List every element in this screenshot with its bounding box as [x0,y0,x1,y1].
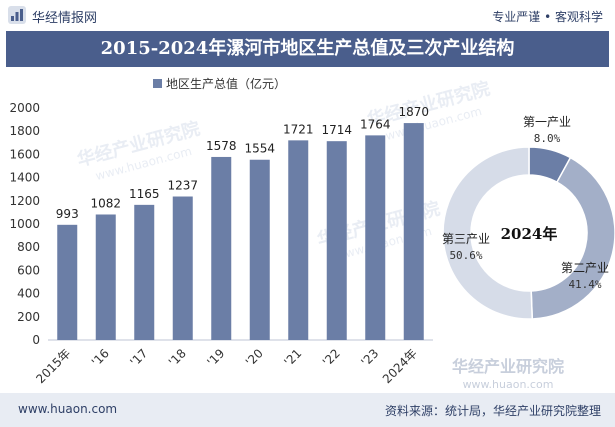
x-tick-label: '16 [89,346,112,369]
website-link[interactable]: www.huaon.com [18,402,118,416]
chart-area: 华经产业研究院www.huaon.com华经产业研究院www.huaon.com… [9,76,615,391]
watermark-url: www.huaon.com [463,378,554,391]
pie-slice-value: 41.4% [568,278,601,291]
pie-slice [442,146,534,320]
y-tick-label: 1000 [9,217,40,231]
y-tick-label: 1600 [9,147,40,161]
x-tick-label: '22 [320,346,343,369]
bar-value-label: 1764 [360,117,391,131]
source-note: 资料来源：统计局，华经产业研究院整理 [384,404,601,418]
title-bar: 2015-2024年漯河市地区生产总值及三次产业结构 [6,31,609,67]
legend-swatch [153,79,162,88]
chart-title: 2015-2024年漯河市地区生产总值及三次产业结构 [100,38,515,59]
pie-slice-name: 第一产业 [523,115,571,129]
brand-name: 华经情报网 [32,11,98,26]
x-tick-label: '18 [166,346,189,369]
bar [134,204,155,340]
bar [172,196,193,340]
pie-slice [530,156,615,320]
x-tick-label: 2024年 [380,346,420,386]
y-tick-label: 400 [17,287,40,301]
pie-slice-value: 50.6% [449,249,482,262]
bar-value-label: 1578 [206,139,237,153]
bar [288,140,309,340]
watermark: 华经产业研究院 www.huaon.com [452,357,564,391]
bar-value-label: 1554 [244,142,275,156]
y-tick-label: 200 [17,310,40,324]
pie-slice-value: 8.0% [534,132,561,145]
y-tick-label: 1800 [9,124,40,138]
x-tick-label: '23 [358,346,381,369]
x-tick-label: '21 [281,346,304,369]
bar-value-label: 1870 [398,105,429,119]
bar [95,214,116,340]
bar-chart: 地区生产总值（亿元） 0 200 400 600 800 1000 1200 1400 1600 1… [9,76,433,386]
pie-center-label: 2024年 [501,225,558,243]
bar-value-label: 1721 [283,122,314,136]
watermark-text: 华经产业研究院 [452,357,564,376]
top-bar: 华经情报网 专业严谨 • 客观科学 [0,0,615,30]
x-tick-label: '17 [127,346,150,369]
y-tick-label: 800 [17,240,40,254]
y-tick-label: 600 [17,263,40,277]
y-tick-label: 1200 [9,194,40,208]
bar [326,141,347,340]
x-tick-label: '19 [204,346,227,369]
legend-label: 地区生产总值（亿元） [166,76,286,91]
bottom-bar: www.huaon.com 资料来源：统计局，华经产业研究院整理 [0,393,615,427]
logo-icon [8,6,26,24]
y-tick-label: 0 [32,333,40,347]
bar-value-label: 1165 [129,187,160,201]
pie-slice-name: 第二产业 [561,261,609,275]
x-tick-label: '20 [243,346,266,369]
bar [249,159,270,340]
bar-value-label: 1714 [321,123,352,137]
bar-value-label: 1082 [90,196,121,210]
bar [403,123,424,340]
bar [365,135,386,340]
bar [57,224,78,340]
bar-value-label: 993 [56,207,79,221]
pie-chart: 2024年 第一产业 8.0% 第二产业 41.4% 第三产业 50.6% [442,115,615,320]
y-tick-label: 1400 [9,171,40,185]
bar [211,156,232,340]
bar-value-label: 1237 [167,179,198,193]
tagline: 专业严谨 • 客观科学 [492,10,603,24]
x-tick-label: 2015年 [33,346,73,386]
pie-slice-name: 第三产业 [442,232,490,246]
y-tick-label: 2000 [9,101,40,115]
